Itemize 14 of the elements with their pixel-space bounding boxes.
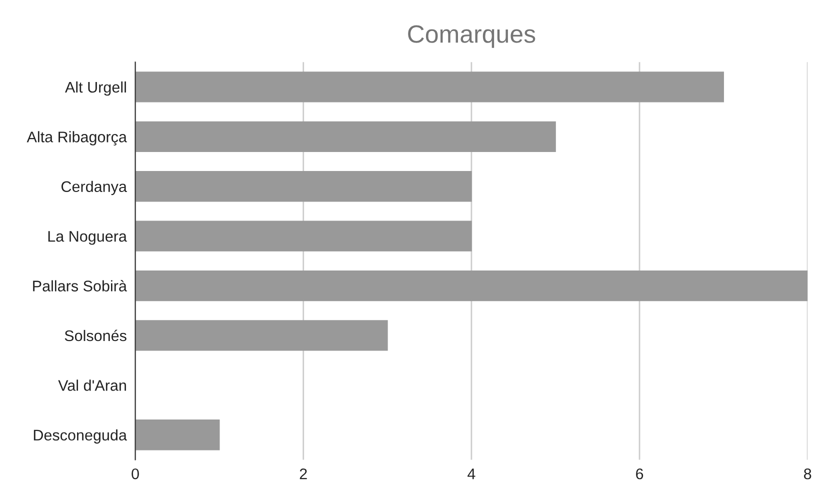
x-tick-label: 6 bbox=[636, 468, 644, 480]
y-tick-label: Cerdanya bbox=[61, 180, 127, 196]
x-tick-label: 0 bbox=[132, 468, 139, 480]
y-tick-label: Solsonés bbox=[64, 330, 126, 342]
y-tick-label: Pallars Sobirà bbox=[33, 280, 127, 292]
chart-title: Comarques bbox=[408, 25, 536, 48]
y-tick-label: La Noguera bbox=[48, 231, 127, 245]
x-tick-label: 2 bbox=[300, 468, 307, 480]
y-tick-label: Alt Urgell bbox=[65, 81, 126, 96]
y-tick-label: Val d'Aran bbox=[58, 380, 126, 391]
x-tick-label: 4 bbox=[468, 468, 476, 480]
y-tick-label: Alta Ribagorça bbox=[26, 131, 127, 146]
y-tick-label: Desconeguda bbox=[34, 429, 127, 444]
x-tick-label: 8 bbox=[804, 468, 812, 480]
